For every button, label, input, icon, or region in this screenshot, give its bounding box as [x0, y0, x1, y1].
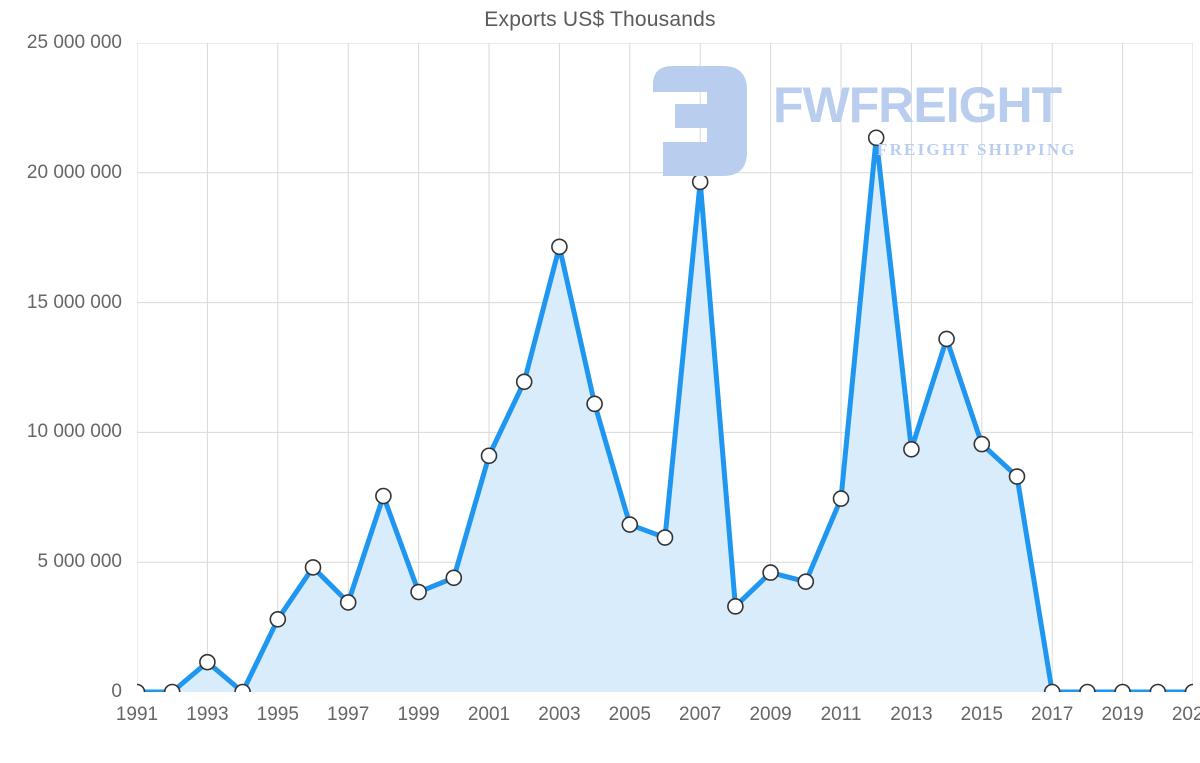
y-tick-label: 5 000 000 [37, 551, 122, 573]
y-tick-label: 20 000 000 [26, 161, 122, 183]
data-point-marker[interactable] [867, 129, 885, 147]
x-tick-label: 2017 [1031, 704, 1074, 725]
data-point-marker[interactable] [269, 611, 287, 628]
plot-area [137, 43, 1193, 692]
x-tick-label: 2015 [960, 704, 1003, 725]
data-point-marker[interactable] [445, 569, 463, 587]
x-tick-label: 2019 [1101, 704, 1144, 725]
x-tick-label: 2001 [467, 704, 511, 725]
data-point-marker[interactable] [234, 683, 251, 693]
x-tick-label: 2005 [608, 704, 651, 725]
y-tick-label: 10 000 000 [26, 421, 122, 443]
data-point-marker[interactable] [656, 529, 674, 546]
x-tick-label: 1995 [256, 704, 299, 725]
data-point-marker[interactable] [163, 683, 181, 693]
data-point-marker[interactable] [621, 516, 639, 533]
data-point-marker[interactable] [1184, 683, 1194, 693]
x-tick-label: 1999 [397, 704, 440, 725]
area-fill [137, 137, 1193, 692]
data-point-marker[interactable] [586, 395, 603, 413]
data-point-marker[interactable] [938, 330, 955, 348]
x-tick-label: 2007 [679, 704, 722, 725]
x-axis: 1991 1993 1995 1997 1999 2001 2003 2005 2007 2009… [0, 704, 1200, 744]
data-point-marker[interactable] [199, 653, 216, 671]
data-point-marker[interactable] [1008, 468, 1026, 485]
chart-title: Exports US$ Thousands [484, 8, 716, 31]
data-point-marker[interactable] [1079, 683, 1096, 693]
data-point-marker[interactable] [797, 573, 815, 590]
data-point-marker[interactable] [137, 683, 146, 693]
y-axis: 0 5 000 000 10 000 000 15 000 000 20 000 000… [0, 0, 130, 763]
data-point-marker[interactable] [903, 440, 920, 458]
x-tick-label: 1991 [115, 704, 159, 725]
x-tick-label: 2021 [1171, 704, 1200, 725]
data-point-marker[interactable] [691, 173, 709, 191]
x-tick-label: 2013 [890, 704, 933, 725]
data-point-marker[interactable] [375, 487, 392, 505]
data-point-marker[interactable] [410, 583, 427, 601]
x-tick-label: 2003 [538, 704, 581, 725]
y-tick-label: 0 [111, 681, 122, 702]
data-point-marker[interactable] [1149, 683, 1167, 693]
x-tick-label: 2011 [820, 704, 862, 725]
data-point-marker[interactable] [832, 490, 850, 507]
data-point-marker[interactable] [973, 435, 991, 453]
data-point-marker[interactable] [304, 559, 322, 576]
y-tick-label: 25 000 000 [26, 32, 122, 53]
chart-plot-svg [137, 43, 1193, 692]
y-tick-label: 15 000 000 [26, 291, 122, 313]
data-point-marker[interactable] [480, 447, 498, 465]
data-point-marker[interactable] [1114, 683, 1131, 693]
data-point-markers [137, 129, 1194, 693]
x-tick-label: 2009 [749, 704, 792, 725]
data-point-marker[interactable] [1043, 683, 1061, 693]
data-point-marker[interactable] [339, 594, 357, 611]
data-point-marker[interactable] [762, 564, 779, 581]
x-tick-label: 1993 [186, 704, 229, 725]
data-point-marker[interactable] [727, 598, 744, 615]
x-tick-label: 1997 [327, 704, 370, 725]
data-point-marker[interactable] [515, 373, 533, 391]
data-point-marker[interactable] [551, 238, 568, 256]
